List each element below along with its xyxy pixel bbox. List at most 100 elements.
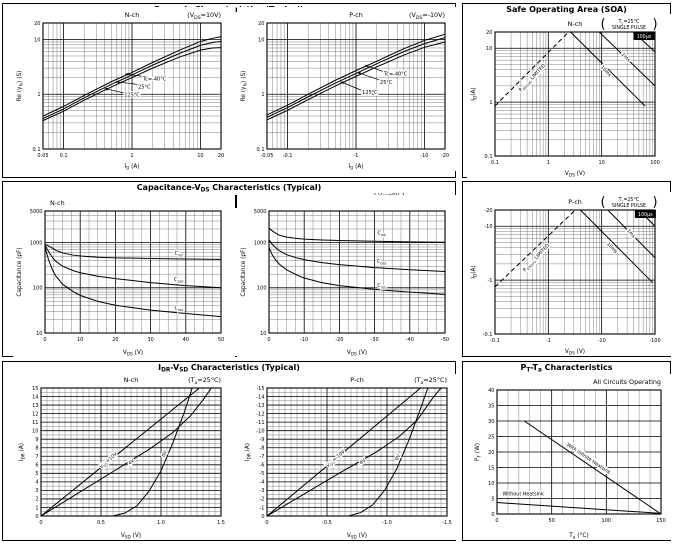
svg-text:20: 20 (488, 450, 494, 456)
svg-text:10: 10 (36, 331, 42, 337)
chart-idr-nch: 0 0.5 1.0 1.5 0 1 2 3 4 5 6 7 8 9 10 11 12 13 14 15 VSD (V) I… (15, 374, 237, 544)
svg-text:Re (yfs) (S): Re (yfs) (S) (17, 71, 24, 102)
svg-text:Capacitance (pF): Capacitance (pF) (241, 247, 247, 296)
svg-text:125°C: 125°C (362, 90, 378, 96)
svg-text:1000: 1000 (254, 240, 267, 246)
svg-text:-40: -40 (406, 337, 414, 343)
svg-text:1.0: 1.0 (157, 520, 165, 526)
svg-text:-5: -5 (260, 471, 265, 477)
panel-soa: Safe Operating Area (SOA) 0.1 1 10 100 0.1 1 1… (462, 3, 671, 178)
svg-text:PT (W): PT (W) (475, 443, 482, 461)
svg-text:IDR (A): IDR (A) (245, 443, 252, 461)
svg-text:0: 0 (39, 520, 42, 526)
svg-text:2: 2 (35, 497, 38, 503)
svg-text:Ciss: Ciss (378, 231, 386, 238)
svg-text:N-ch: N-ch (568, 20, 583, 28)
svg-text:50: 50 (218, 337, 224, 343)
svg-text:0: 0 (35, 514, 38, 520)
svg-text:0: 0 (261, 514, 264, 520)
svg-text:-50: -50 (441, 337, 449, 343)
svg-text:0: 0 (267, 337, 270, 343)
chart-reyfs-pch: -0.05 -0.1 -1 -10 -20 0.1 1 10 20 ID (A) Re (yfs) … (237, 7, 459, 175)
svg-text:10: 10 (260, 331, 266, 337)
svg-text:5: 5 (35, 471, 38, 477)
svg-text:N-ch: N-ch (124, 376, 139, 384)
svg-text:10: 10 (77, 337, 83, 343)
svg-text:Capacitance (pF): Capacitance (pF) (17, 247, 23, 296)
svg-text:(Ta=25°C): (Ta=25°C) (414, 376, 447, 386)
svg-text:7: 7 (35, 454, 38, 460)
panel-capacitance: Capacitance-VDS Characteristics (Typical… (2, 181, 459, 357)
svg-text:-10: -10 (300, 337, 308, 343)
svg-text:-10: -10 (484, 224, 492, 230)
svg-text:20: 20 (258, 21, 264, 27)
svg-text:125°C: 125°C (124, 93, 140, 99)
chart-pt-ta: 0 50 100 150 0 5 10 15 20 25 30 35 40 Ta (°C) PT (W) Wi… (471, 374, 673, 544)
svg-text:ID(A): ID(A) (471, 87, 478, 100)
svg-text:25°C: 25°C (380, 80, 393, 86)
svg-text:0.1: 0.1 (60, 153, 68, 159)
svg-text:(VDS=-10V): (VDS=-10V) (409, 11, 445, 21)
svg-text:30: 30 (147, 337, 153, 343)
svg-text:-20: -20 (484, 208, 492, 214)
svg-text:35: 35 (488, 403, 494, 409)
svg-text:-7: -7 (260, 454, 265, 460)
svg-text:-1: -1 (260, 505, 265, 511)
svg-text:VDS (V): VDS (V) (347, 350, 367, 357)
svg-text:25°C: 25°C (138, 84, 151, 90)
svg-text:0.1: 0.1 (485, 154, 493, 160)
svg-text:Tc=25°C: Tc=25°C (618, 197, 640, 203)
svg-text:20: 20 (218, 153, 224, 159)
svg-text:-9: -9 (260, 437, 265, 443)
svg-text:10: 10 (34, 37, 40, 43)
svg-text:100: 100 (602, 518, 612, 524)
svg-text:-20: -20 (335, 337, 343, 343)
svg-text:10: 10 (488, 481, 494, 487)
svg-text:ID (A): ID (A) (348, 164, 363, 171)
panel-pt: PT-Ta Characteristics 0 50 100 150 0 5 10 15 20 2… (462, 361, 673, 544)
svg-text:-12: -12 (256, 411, 264, 417)
svg-text:Tc=-40°C: Tc=-40°C (383, 71, 408, 77)
svg-text:Ta (°C): Ta (°C) (568, 533, 588, 540)
svg-text:-1.5: -1.5 (442, 520, 452, 526)
svg-text:12: 12 (32, 411, 38, 417)
svg-text:5: 5 (491, 496, 494, 502)
svg-text:VDS (V): VDS (V) (565, 171, 585, 178)
panel-idr: IDR-VSD Characteristics (Typical) 0 0.5 1.… (2, 361, 463, 544)
svg-text:1: 1 (37, 92, 40, 98)
svg-text:0: 0 (495, 518, 498, 524)
svg-text:-8: -8 (260, 446, 265, 452)
svg-text:6: 6 (35, 463, 38, 469)
svg-text:10: 10 (32, 428, 38, 434)
svg-text:20: 20 (486, 30, 492, 36)
svg-text:14: 14 (32, 394, 38, 400)
svg-text:4V: 4V (127, 458, 136, 467)
svg-text:): ) (652, 195, 657, 210)
svg-text:8: 8 (35, 446, 38, 452)
panel-soa-title: Safe Operating Area (SOA) (506, 5, 627, 14)
svg-text:100: 100 (650, 160, 660, 166)
svg-text:10: 10 (486, 46, 492, 52)
svg-text:Re (yfs) (S): Re (yfs) (S) (241, 71, 248, 102)
svg-text:5000: 5000 (30, 209, 43, 215)
svg-text:20: 20 (34, 21, 40, 27)
chart-soa-nch: 0.1 1 10 100 0.1 1 10 20 VDS (V) ID(A) RDS(on) LIM… (467, 14, 671, 182)
svg-text:-1.0: -1.0 (382, 520, 392, 526)
panel-capacitance-title: Capacitance-VDS Characteristics (Typical… (136, 183, 322, 194)
svg-text:0: 0 (491, 512, 494, 518)
svg-text:3: 3 (35, 488, 38, 494)
svg-text:Crss: Crss (377, 283, 386, 290)
panel-soa-pch: -0.1 -1 -10 -100 -0.1 -1 -10 -20 VDS (V) ID(A) RDS… (462, 181, 671, 357)
svg-text:1: 1 (35, 505, 38, 511)
chart-soa-pch: -0.1 -1 -10 -100 -0.1 -1 -10 -20 VDS (V) ID(A) RDS… (467, 192, 671, 360)
svg-text:13: 13 (32, 403, 38, 409)
svg-text:1: 1 (547, 160, 550, 166)
svg-text:-15: -15 (256, 386, 264, 392)
svg-text:VSD (V): VSD (V) (121, 533, 141, 540)
svg-text:SINGLE PULSE: SINGLE PULSE (612, 25, 646, 31)
svg-text:IDR (A): IDR (A) (19, 443, 26, 461)
svg-text:10: 10 (197, 153, 203, 159)
svg-text:-1: -1 (354, 153, 359, 159)
svg-text:-10: -10 (598, 338, 606, 344)
svg-text:100: 100 (257, 286, 267, 292)
